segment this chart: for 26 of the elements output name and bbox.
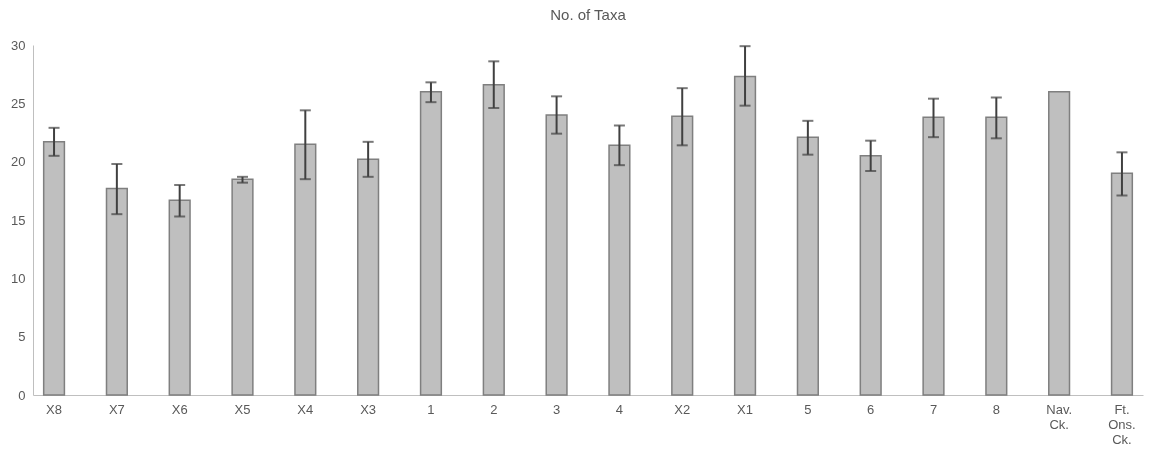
y-tick-label: 5	[18, 329, 26, 345]
x-tick-label: 5	[804, 401, 812, 417]
y-tick-label: 25	[11, 95, 26, 111]
x-tick-label: X6	[171, 401, 188, 417]
x-tick-label: X8	[46, 401, 62, 417]
y-tick-label: 0	[18, 387, 26, 403]
x-tick-label: 7	[929, 401, 938, 417]
x-tick-label: 2	[490, 401, 498, 417]
x-tick-label: X3	[360, 401, 377, 417]
x-tick-label: 4	[615, 401, 624, 417]
x-tick-label: X2	[674, 401, 691, 417]
x-tick-label: 1	[427, 401, 435, 417]
x-tick-label: Nav. Ck.	[1046, 401, 1073, 432]
chart-title: No. of Taxa	[550, 6, 627, 23]
x-tick-label: X1	[737, 401, 753, 417]
y-tick-label: 30	[11, 37, 26, 53]
x-tick-label: 8	[992, 401, 1000, 417]
x-tick-label: X4	[297, 401, 314, 417]
y-tick-label: 20	[11, 154, 26, 170]
x-tick-label: X5	[234, 401, 251, 417]
x-tick-label: X7	[108, 401, 125, 417]
y-tick-label: 10	[11, 270, 26, 286]
x-tick-label: Ft. Ons. Ck.	[1108, 401, 1136, 447]
y-tick-label: 15	[11, 212, 26, 228]
x-tick-label: 3	[552, 401, 561, 417]
x-tick-label: 6	[867, 401, 875, 417]
